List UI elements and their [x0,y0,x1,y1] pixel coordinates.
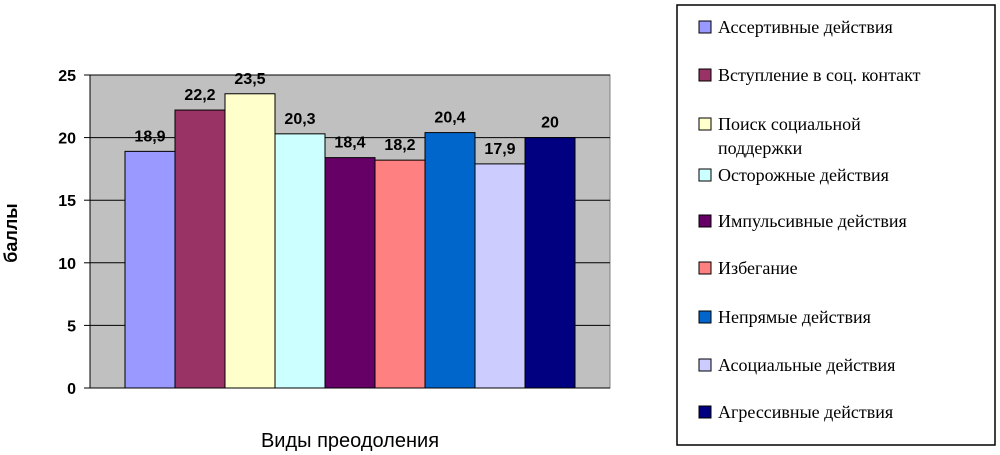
legend-label: Избегание [718,258,798,278]
legend-swatch [698,20,712,34]
bar [174,109,226,389]
bar [224,93,276,389]
y-tick-label: 10 [58,256,76,273]
data-label: 20,4 [434,110,465,127]
bar [474,163,526,389]
legend-label: Осторожные действия [718,165,889,185]
legend-swatch [698,117,712,131]
axes: 0 5 10 15 20 25 [58,68,610,398]
y-tick-label: 0 [67,381,76,398]
legend-swatch [698,405,712,419]
data-label: 18,2 [384,137,415,154]
legend-swatch [698,261,712,275]
bar [374,159,426,389]
data-label: 20 [541,115,559,132]
bar [524,137,576,389]
legend-swatch [698,168,712,182]
legend-label: Непрямые действия [718,307,871,327]
y-tick-label: 20 [58,131,76,148]
legend-swatch [698,310,712,324]
bar [424,132,476,389]
bar [124,150,176,389]
bar [274,133,326,389]
data-label: 18,9 [134,128,165,145]
legend-swatch [698,214,712,228]
legend-label: Ассертивные действия [718,17,893,37]
y-axis-title: баллы [1,203,21,262]
legend-label: Поиск социальной [718,114,861,134]
y-tick-label: 5 [67,318,76,335]
legend-label: Агрессивные действия [718,402,893,422]
data-label: 20,3 [284,111,315,128]
legend-label: Вступление в соц. контакт [718,65,921,85]
legend-label: поддержки [718,138,803,158]
bar [324,157,376,389]
legend-label: Импульсивные действия [718,211,907,231]
x-axis-title: Виды преодоления [261,430,439,452]
bars [124,93,576,389]
legend-swatch [698,358,712,372]
legend-box [676,4,996,446]
data-label: 23,5 [234,71,265,88]
legend-swatch [698,68,712,82]
data-label: 18,4 [334,135,365,152]
legend-label: Асоциальные действия [718,355,895,375]
legend: Ассертивные действия Вступление в соц. ко… [676,4,996,446]
data-label: 22,2 [184,87,215,104]
data-label: 17,9 [484,141,515,158]
y-tick-label: 15 [58,193,76,210]
data-labels: 18,9 22,2 23,5 20,3 18,4 18,2 20,4 17,9 20 [134,71,559,158]
y-tick-label: 25 [58,68,76,85]
